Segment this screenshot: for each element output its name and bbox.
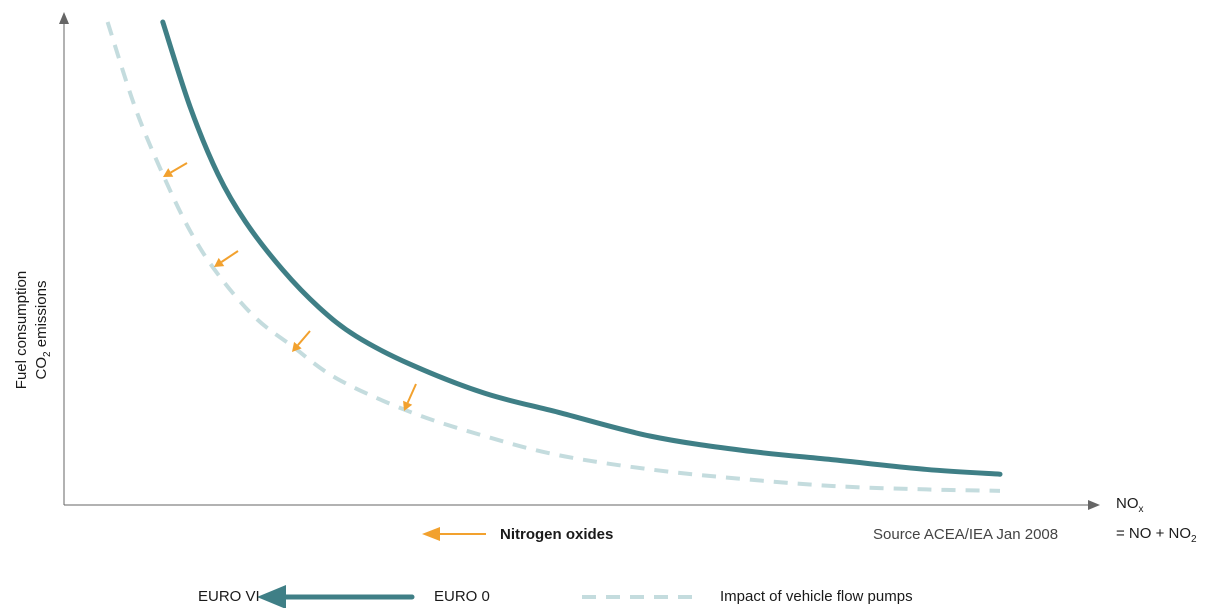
source-label: Source ACEA/IEA Jan 2008 bbox=[873, 526, 1059, 543]
y-axis-label: Fuel consumption CO2 emissions bbox=[12, 271, 58, 389]
nitrogen-oxides-arrow-icon bbox=[422, 527, 486, 541]
shift-arrow-1 bbox=[163, 162, 188, 177]
x-axis-label-line2: = NO + NO2 bbox=[1116, 525, 1197, 545]
x-axis-label-line1: NOx bbox=[1116, 495, 1144, 515]
legend-dashed-label: Impact of vehicle flow pumps bbox=[720, 588, 913, 605]
nitrogen-oxides-label: Nitrogen oxides bbox=[500, 526, 614, 543]
y-axis-label-line1: Fuel consumption bbox=[13, 270, 30, 390]
legend-euro-vi-label: EURO VI bbox=[198, 588, 260, 605]
shift-arrow-2 bbox=[214, 250, 239, 267]
series-line-vehicle-flow-pumps bbox=[105, 21, 1001, 493]
shift-arrow-3 bbox=[292, 330, 311, 352]
x-axis-arrowhead bbox=[1088, 500, 1100, 510]
shift-arrow-4 bbox=[403, 383, 417, 411]
y-axis-label-line2: CO2 emissions bbox=[33, 280, 53, 380]
y-axis-arrowhead bbox=[59, 12, 69, 24]
legend-euro-arrow-icon bbox=[257, 585, 415, 608]
series-line-euro-0 bbox=[160, 19, 1003, 477]
legend-euro-0-label: EURO 0 bbox=[434, 588, 490, 605]
